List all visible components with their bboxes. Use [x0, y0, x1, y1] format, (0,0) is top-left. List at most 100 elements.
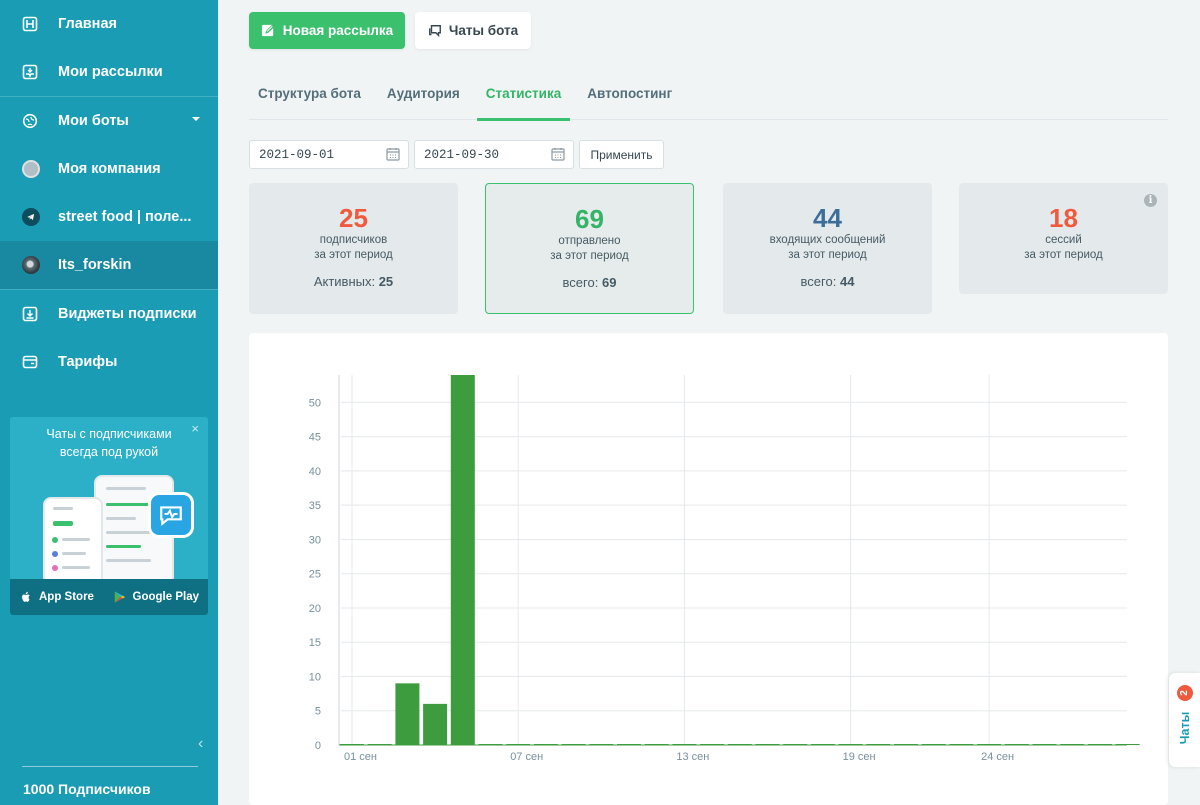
sidebar-item-home[interactable]: Главная [0, 0, 218, 48]
apply-button[interactable]: Применить [579, 140, 664, 169]
new-broadcast-label: Новая рассылка [282, 23, 394, 38]
sidebar-item-label: Its_forskin [58, 257, 132, 273]
app-logo-icon [148, 492, 194, 538]
stats-chart: 0 5 10 15 20 25 30 35 40 45 50 01 сен 07 сен 13 сен 19… [249, 333, 1168, 805]
bot-chats-button[interactable]: Чаты бота [415, 12, 531, 49]
divider [0, 289, 218, 290]
telegram-icon [22, 208, 40, 226]
stat-total: Активных: 25 [249, 274, 458, 289]
bar-chart: 0 5 10 15 20 25 30 35 40 45 50 01 сен 07 сен 13 сен 19… [309, 375, 1140, 763]
y-tick-label: 50 [309, 397, 321, 409]
google-play-icon [114, 591, 125, 603]
sidebar-item-label: Моя компания [58, 161, 161, 177]
sidebar-item-bots[interactable]: Мои боты [0, 97, 218, 145]
stat-label: за этот период [550, 250, 629, 262]
sidebar-item-company[interactable]: Моя компания [0, 145, 218, 193]
stat-label: за этот период [788, 249, 867, 261]
y-tick-label: 10 [309, 671, 321, 683]
tab-audience[interactable]: Аудитория [386, 86, 460, 101]
divider [0, 96, 218, 97]
sidebar-item-newsletters[interactable]: Мои рассылки [0, 48, 218, 96]
app-store-link[interactable]: App Store [19, 590, 94, 604]
newsletters-icon [22, 64, 38, 80]
y-tick-label: 20 [309, 603, 321, 615]
y-tick-label: 5 [315, 706, 321, 718]
x-tick-label: 19 сен [843, 751, 876, 763]
chats-widget-tab[interactable]: 2 Чаты [1169, 673, 1200, 767]
stat-label: входящих сообщений [769, 234, 886, 246]
stat-card-sent[interactable]: 69 отправлено за этот период всего: 69 [485, 183, 694, 314]
collapse-sidebar-icon[interactable]: ‹ [198, 735, 204, 752]
chats-widget-label: Чаты [1178, 711, 1192, 745]
tab-autoposting[interactable]: Автопостинг [587, 86, 673, 101]
sidebar-item-its-forskin[interactable]: Its_forskin [0, 241, 218, 289]
stat-card-subscribers[interactable]: 25 подписчиков за этот период Активных: … [249, 183, 458, 314]
close-icon[interactable]: × [191, 421, 199, 436]
mobile-app-promo: × Чаты с подписчиками всегда под рукой [10, 417, 208, 615]
stat-value: 44 [813, 203, 842, 233]
bar [1115, 744, 1140, 745]
y-tick-label: 40 [309, 466, 321, 478]
x-tick-label: 07 сен [510, 751, 543, 763]
stat-label: за этот период [314, 249, 393, 261]
stat-label: за этот период [1024, 249, 1103, 261]
stat-total: всего: 69 [486, 275, 693, 290]
sidebar-item-label: Виджеты подписки [58, 306, 197, 322]
sidebar-item-label: street food | поле... [58, 209, 192, 225]
stat-value: 25 [339, 203, 368, 233]
app-store-label: App Store [39, 591, 94, 603]
google-play-label: Google Play [132, 591, 199, 603]
stat-card-incoming[interactable]: 44 входящих сообщений за этот период все… [723, 183, 932, 314]
stat-total: всего: 44 [723, 274, 932, 289]
date-from-input[interactable]: 2021-09-01 [249, 140, 409, 169]
chevron-down-icon[interactable] [192, 117, 200, 121]
bar [450, 375, 475, 745]
stat-total-value: 44 [839, 274, 855, 289]
stat-total-label: всего: [562, 275, 599, 290]
x-tick-label: 24 сен [981, 751, 1014, 763]
y-tick-label: 35 [309, 500, 321, 512]
date-to-value: 2021-09-30 [424, 147, 500, 162]
tab-bot-structure[interactable]: Структура бота [258, 86, 361, 101]
calendar-icon[interactable] [386, 147, 400, 161]
date-to-input[interactable]: 2021-09-30 [414, 140, 574, 169]
new-broadcast-button[interactable]: Новая рассылка [249, 12, 405, 49]
store-links: App Store Google Play [10, 579, 208, 615]
unread-badge: 2 [1177, 685, 1193, 701]
sidebar: Главная Мои рассылки Мои боты Моя компан… [0, 0, 218, 805]
tab-statistics[interactable]: Статистика [476, 76, 571, 121]
company-avatar [22, 160, 40, 178]
sidebar-item-widgets[interactable]: Виджеты подписки [0, 290, 218, 338]
bot-chats-label: Чаты бота [448, 23, 519, 38]
x-tick-label: 13 сен [676, 751, 709, 763]
stat-value: 18 [1049, 203, 1078, 233]
phone-illustration [43, 497, 103, 585]
bot-tabs: Структура бота Аудитория Статистика Авто… [249, 76, 1168, 121]
main-content: Новая рассылка Чаты бота Структура бота … [218, 0, 1200, 805]
edit-icon [261, 24, 275, 37]
sidebar-item-label: Мои боты [58, 113, 129, 129]
y-tick-label: 45 [309, 432, 321, 444]
bar [423, 703, 448, 745]
promo-line: Чаты с подписчиками [46, 427, 172, 441]
google-play-link[interactable]: Google Play [113, 590, 199, 604]
sidebar-item-street-food[interactable]: street food | поле... [0, 193, 218, 241]
stat-card-sessions[interactable]: i 18 сессий за этот период [959, 183, 1168, 294]
sidebar-item-label: Главная [58, 16, 117, 32]
calendar-icon[interactable] [551, 147, 565, 161]
promo-line: всегда под рукой [59, 445, 159, 459]
sidebar-item-label: Мои рассылки [58, 64, 163, 80]
stat-total-label: всего: [800, 274, 837, 289]
tariffs-icon [22, 354, 38, 370]
y-tick-label: 0 [315, 740, 321, 752]
stat-total-value: 69 [601, 275, 617, 290]
bot-photo-avatar [22, 256, 40, 274]
sidebar-item-tariffs[interactable]: Тарифы [0, 338, 218, 386]
stat-label: сессий [1045, 234, 1082, 246]
promo-text: Чаты с подписчиками всегда под рукой [10, 425, 208, 461]
y-tick-label: 25 [309, 569, 321, 581]
info-icon[interactable]: i [1144, 194, 1157, 207]
chat-icon [428, 24, 441, 37]
stat-total-label: Активных: [313, 274, 376, 289]
stat-label: подписчиков [319, 234, 388, 246]
